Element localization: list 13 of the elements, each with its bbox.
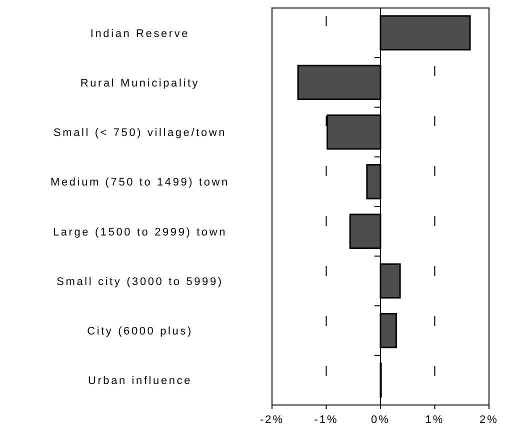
x-tick-label: 1%	[425, 414, 444, 426]
x-tick-label: -1%	[314, 414, 338, 426]
y-tick-label: City (6000 plus)	[87, 326, 193, 338]
y-tick-label: Indian Reserve	[90, 28, 190, 40]
y-tick-label: Large (1500 to 2999) town	[52, 226, 228, 238]
y-tick-label: Rural Municipality	[80, 77, 200, 90]
x-tick-label: 2%	[480, 414, 498, 426]
y-tick-label: Medium (750 to 1499) town	[50, 176, 230, 189]
y-tick-label: Small (< 750) village/town	[53, 127, 227, 140]
y-tick-label: Urban influence	[88, 375, 192, 388]
x-tick-label: 0%	[371, 414, 390, 426]
x-tick-label: -2%	[260, 414, 284, 426]
y-tick-label: Small city (3000 to 5999)	[56, 276, 224, 288]
